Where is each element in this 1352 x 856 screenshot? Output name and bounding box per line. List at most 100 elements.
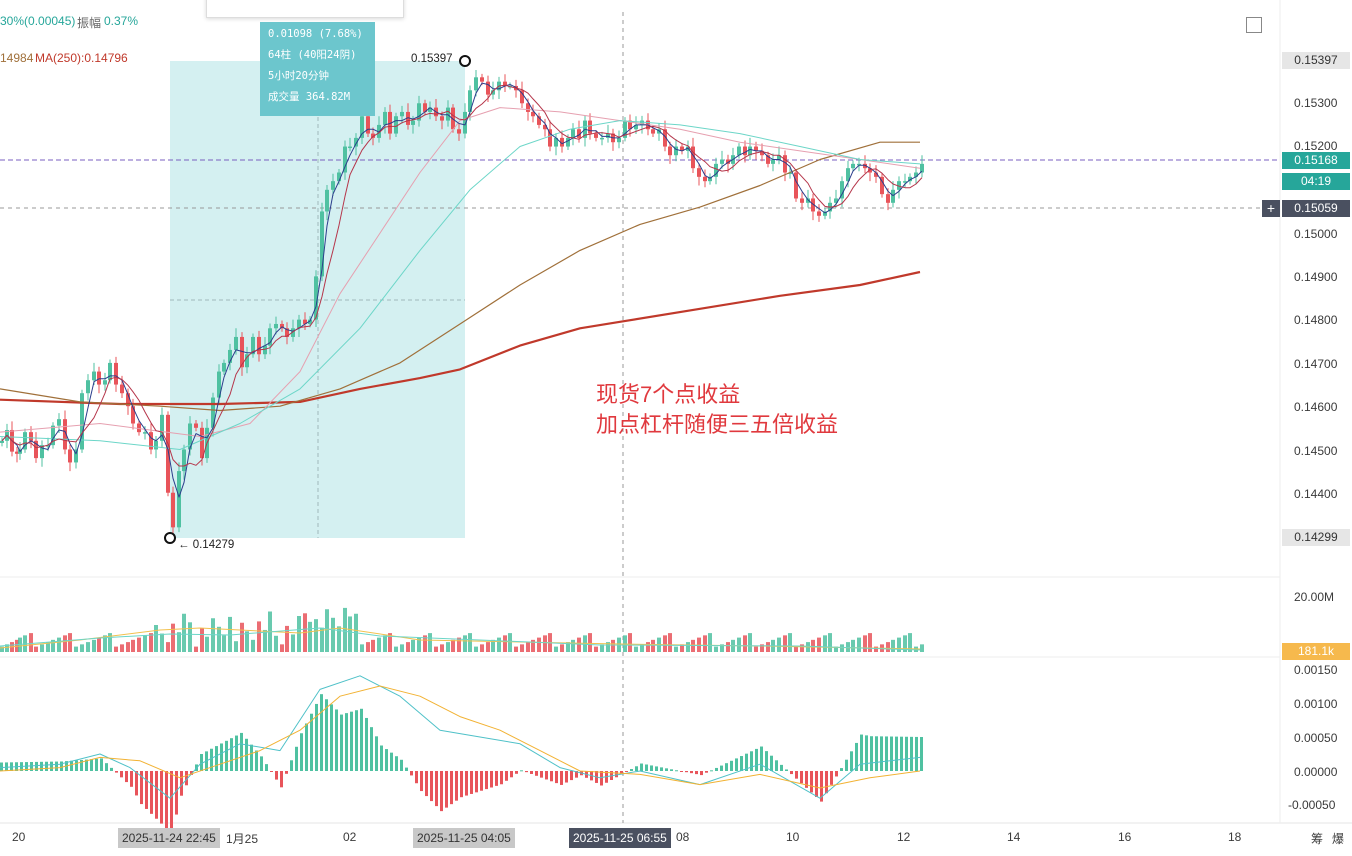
- candle: [754, 146, 758, 151]
- volume-bar: [114, 646, 118, 652]
- volume-bar: [337, 626, 341, 652]
- volume-bar: [714, 646, 718, 652]
- macd-bar: [655, 766, 658, 771]
- candle: [537, 116, 541, 125]
- candle: [771, 159, 775, 164]
- candle: [617, 137, 621, 143]
- macd-bar: [395, 756, 398, 771]
- candle: [560, 137, 564, 147]
- candle: [714, 163, 718, 177]
- macd-bar: [280, 771, 283, 788]
- candle: [457, 129, 461, 134]
- chip-distribution-button[interactable]: 筹: [1311, 832, 1324, 846]
- candle: [743, 146, 747, 156]
- macd-bar: [400, 759, 403, 771]
- macd-bar: [300, 733, 303, 771]
- candle: [726, 159, 730, 164]
- volume-bar: [857, 637, 861, 652]
- volume-bar: [263, 629, 267, 652]
- macd-bar: [740, 756, 743, 771]
- candle: [526, 103, 530, 112]
- candle: [868, 168, 872, 173]
- volume-bar: [537, 637, 541, 652]
- macd-bar: [5, 762, 8, 771]
- macd-bar: [815, 771, 818, 798]
- volume-bar: [137, 637, 141, 652]
- candle: [217, 371, 221, 398]
- volume-bar: [600, 644, 604, 652]
- volume-bar: [737, 637, 741, 652]
- candle: [388, 111, 392, 134]
- volume-bar: [434, 646, 438, 652]
- macd-bar: [625, 771, 628, 772]
- candle: [228, 349, 232, 363]
- macd-bar: [565, 771, 568, 783]
- ma-fast-line: [1, 82, 923, 498]
- candle: [811, 198, 815, 212]
- volume-bar: [308, 621, 312, 652]
- candle: [897, 181, 901, 190]
- macd-bar: [50, 761, 53, 771]
- macd-bar: [765, 751, 768, 771]
- macd-bar: [825, 771, 828, 794]
- time-tick: 14: [1007, 830, 1021, 844]
- volume-bar: [234, 641, 238, 652]
- candle: [166, 414, 170, 493]
- volume-bar: [526, 642, 530, 652]
- macd-bar: [250, 744, 253, 771]
- volume-bar: [74, 646, 78, 652]
- candle: [291, 328, 295, 337]
- candle: [737, 146, 741, 156]
- drawing-toolbar[interactable]: [206, 0, 404, 18]
- liquidation-button[interactable]: 爆: [1332, 832, 1345, 846]
- volume-bar: [874, 646, 878, 652]
- volume-bar: [68, 633, 72, 652]
- candle: [417, 103, 421, 121]
- volume-bar: [640, 644, 644, 652]
- candle: [628, 120, 632, 130]
- candle: [840, 181, 844, 199]
- volume-bar: [194, 646, 198, 652]
- macd-bar: [210, 748, 213, 771]
- volume-bar: [503, 635, 507, 652]
- macd-bar: [715, 767, 718, 771]
- time-tick: 08: [676, 830, 690, 844]
- macd-bar: [650, 765, 653, 771]
- candle: [285, 328, 289, 337]
- candle: [222, 362, 226, 372]
- macd-bar: [330, 704, 333, 771]
- macd-bar: [550, 771, 553, 782]
- annotation-line-2: 加点杠杆随便三五倍收益: [596, 412, 839, 437]
- volume-bar: [766, 642, 770, 652]
- volume-bar: [40, 644, 44, 652]
- candle: [108, 362, 112, 381]
- macd-bar: [450, 771, 453, 805]
- candle: [263, 345, 267, 355]
- volume-bar: [348, 616, 352, 652]
- low-price-value: 0.14279: [192, 539, 235, 551]
- macd-bar: [850, 751, 853, 771]
- fullscreen-icon[interactable]: [1246, 17, 1262, 33]
- candle: [600, 137, 604, 140]
- volume-bar: [828, 633, 832, 652]
- macd-bar: [425, 771, 428, 797]
- candle: [446, 107, 450, 121]
- macd-bar: [670, 769, 673, 771]
- candle: [200, 427, 204, 459]
- candle: [308, 319, 312, 324]
- macd-bar: [75, 760, 78, 771]
- current-price-box: 0.15168: [1282, 152, 1350, 169]
- macd-bar: [780, 764, 783, 771]
- macd-bar: [710, 770, 713, 772]
- volume-bar: [863, 635, 867, 652]
- volume-bar: [628, 633, 632, 652]
- volume-bar: [726, 642, 730, 652]
- candle: [103, 380, 107, 385]
- macd-bar: [620, 771, 623, 775]
- macd-bar: [905, 736, 908, 771]
- volume-bar: [560, 644, 564, 652]
- crosshair-add-button[interactable]: +: [1262, 200, 1280, 217]
- candle: [668, 146, 672, 156]
- macd-bar: [305, 723, 308, 771]
